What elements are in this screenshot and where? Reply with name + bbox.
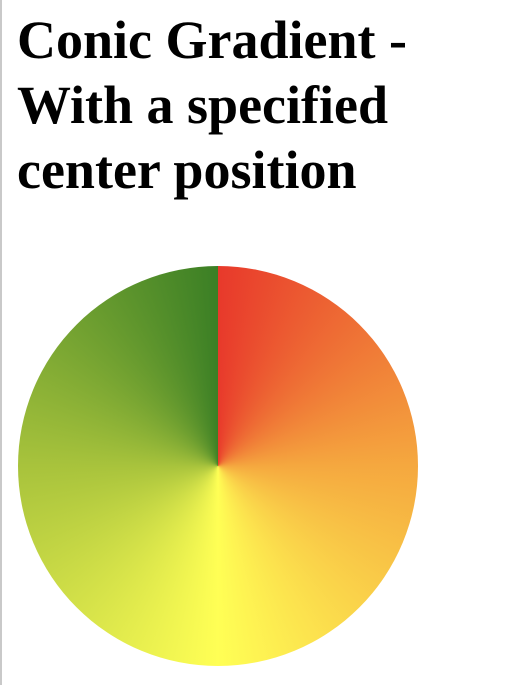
page-left-border: [0, 0, 2, 685]
page-title: Conic Gradient - With a specified center…: [17, 10, 407, 200]
conic-gradient-circle: [18, 266, 418, 666]
